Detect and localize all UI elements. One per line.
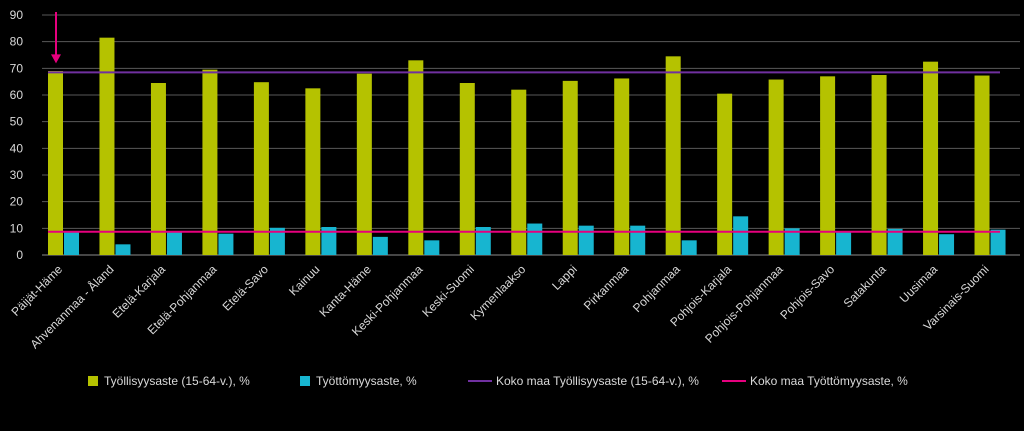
- legend-swatch-employment: [88, 376, 98, 386]
- bar-unemployment-rate: [836, 231, 852, 255]
- x-category-label: Kymenlaakso: [468, 262, 529, 323]
- legend-label-unemployment: Työttömyysaste, %: [316, 374, 417, 388]
- reference-lines: [48, 71, 1000, 233]
- bar-employment-rate: [48, 71, 63, 255]
- bar-unemployment-rate: [887, 228, 903, 255]
- bar-unemployment-rate: [269, 227, 285, 255]
- bar-unemployment-rate: [630, 225, 646, 255]
- bar-unemployment-rate: [784, 228, 800, 255]
- bar-employment-rate: [356, 73, 372, 256]
- bar-unemployment-rate: [115, 244, 131, 255]
- bar-unemployment-rate: [939, 234, 955, 255]
- x-category-label: Ahvenanmaa - Åland: [27, 262, 117, 352]
- bar-unemployment-rate: [733, 216, 749, 255]
- bar-unemployment-rate: [527, 223, 543, 255]
- y-tick-label: 60: [10, 88, 24, 102]
- legend-item-national-unemployment: Koko maa Työttömyysaste, %: [722, 374, 908, 388]
- bar-employment-rate: [305, 88, 321, 255]
- bar-unemployment-rate: [990, 229, 1006, 255]
- y-tick-label: 90: [10, 8, 24, 22]
- legend-label-national-unemployment: Koko maa Työttömyysaste, %: [750, 374, 908, 388]
- bar-unemployment-rate: [166, 232, 182, 255]
- y-axis-ticks: 0 10 20 30 40 50 60 70 80 90: [10, 8, 24, 262]
- y-tick-label: 10: [10, 221, 24, 235]
- y-tick-label: 80: [10, 35, 24, 49]
- legend-item-national-employment: Koko maa Työllisyysaste (15-64-v.), %: [468, 374, 699, 388]
- x-category-label: Pohjois-Savo: [777, 262, 837, 322]
- bar-unemployment-rate: [64, 232, 79, 255]
- y-tick-label: 30: [10, 168, 24, 182]
- bar-employment-rate: [562, 80, 578, 255]
- x-category-label: Pirkanmaa: [581, 262, 632, 313]
- bar-employment-rate: [202, 69, 218, 256]
- y-tick-label: 20: [10, 195, 24, 209]
- x-category-label: Pohjanmaa: [630, 262, 683, 315]
- y-tick-label: 0: [16, 248, 23, 262]
- bar-unemployment-rate: [424, 240, 440, 255]
- x-category-label: Etelä-Savo: [220, 262, 272, 314]
- annotation: [51, 12, 61, 64]
- bar-employment-rate: [871, 75, 887, 255]
- x-category-label: Satakunta: [841, 262, 889, 310]
- legend-swatch-national-employment: [468, 380, 492, 382]
- legend-label-employment: Työllisyysaste (15-64-v.), %: [104, 374, 250, 388]
- bar-employment-rate: [150, 83, 166, 255]
- legend-swatch-national-unemployment: [722, 380, 746, 382]
- bar-unemployment-rate: [681, 240, 697, 255]
- y-tick-label: 40: [10, 141, 24, 155]
- bar-employment-rate: [820, 76, 836, 255]
- bar-unemployment-rate: [475, 227, 491, 255]
- bar-employment-rate: [974, 75, 990, 256]
- legend: Työllisyysaste (15-64-v.), % Työttömyysa…: [0, 374, 1024, 394]
- y-tick-label: 70: [10, 61, 24, 75]
- bar-unemployment-rate: [321, 227, 337, 255]
- bar-employment-rate: [99, 37, 115, 255]
- x-category-label: Kainuu: [286, 262, 322, 298]
- bar-employment-rate: [253, 82, 269, 255]
- legend-label-national-employment: Koko maa Työllisyysaste (15-64-v.), %: [496, 374, 699, 388]
- bars: [48, 37, 1006, 256]
- bar-unemployment-rate: [372, 236, 388, 255]
- y-tick-label: 50: [10, 115, 24, 129]
- bar-employment-rate: [923, 61, 939, 255]
- x-category-label: Päijät-Häme: [9, 262, 66, 319]
- legend-swatch-unemployment: [300, 376, 310, 386]
- bar-employment-rate: [717, 93, 733, 256]
- bar-employment-rate: [511, 89, 527, 256]
- bar-employment-rate: [459, 83, 475, 255]
- legend-item-unemployment: Työttömyysaste, %: [300, 374, 417, 388]
- bar-employment-rate: [408, 60, 424, 256]
- bar-unemployment-rate: [578, 225, 594, 255]
- arrow-head: [51, 54, 61, 64]
- legend-item-employment: Työllisyysaste (15-64-v.), %: [88, 374, 250, 388]
- bar-employment-rate: [768, 79, 784, 256]
- bar-employment-rate: [614, 78, 630, 255]
- bar-employment-rate: [665, 56, 681, 256]
- x-category-label: Uusimaa: [897, 262, 941, 306]
- bar-unemployment-rate: [218, 233, 234, 255]
- x-category-label: Lappi: [549, 262, 580, 293]
